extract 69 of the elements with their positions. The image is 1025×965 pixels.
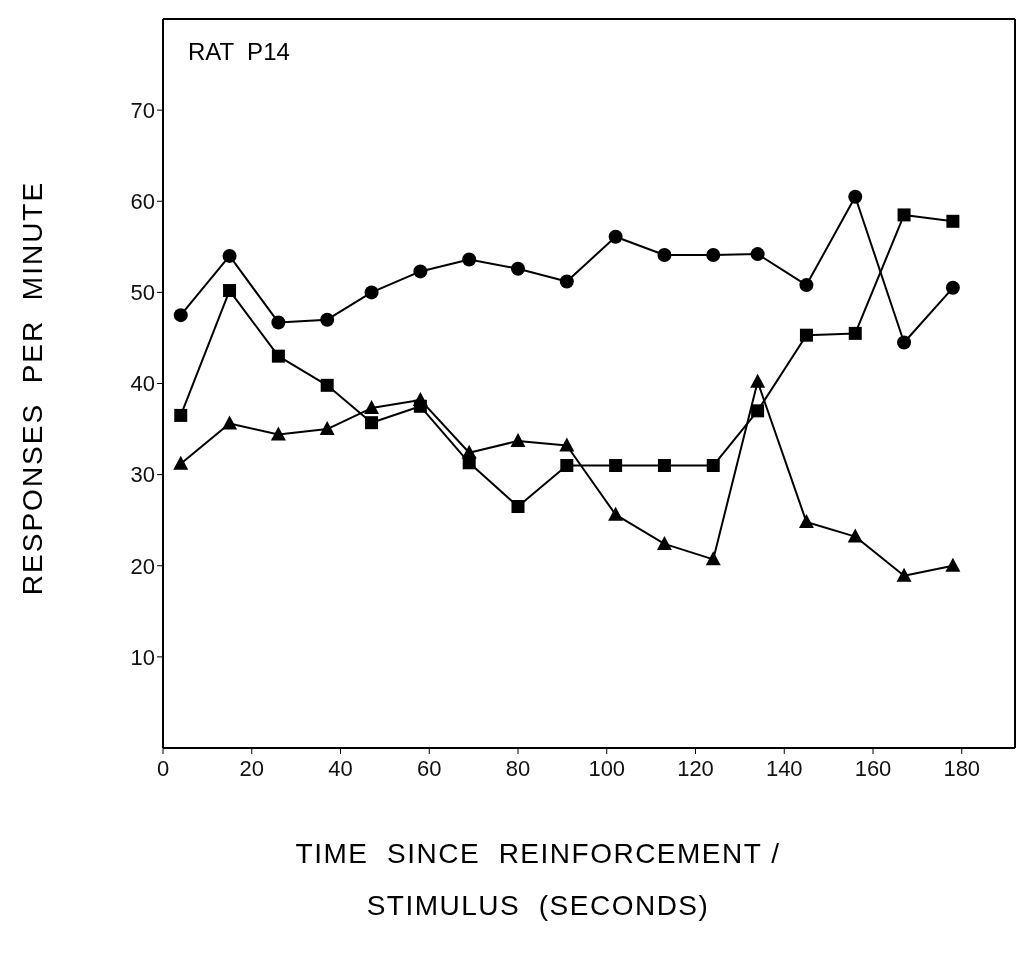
point [320, 378, 334, 392]
point [798, 514, 814, 529]
point [174, 408, 188, 422]
point [511, 500, 525, 514]
point [364, 285, 379, 300]
point [656, 535, 672, 550]
x-tick-label: 40 [328, 755, 353, 781]
point [848, 189, 863, 204]
point [510, 432, 526, 447]
y-tick-label: 40 [130, 371, 155, 397]
point [511, 261, 525, 276]
x-tick-label: 0 [156, 755, 170, 781]
y-tick-label: 50 [130, 280, 155, 306]
point [897, 208, 911, 222]
x-tick-label: 140 [765, 755, 803, 781]
point [609, 459, 623, 473]
point [706, 248, 721, 263]
point [945, 280, 960, 295]
point [413, 264, 428, 279]
point [657, 248, 672, 263]
x-tick-label: 80 [505, 755, 531, 781]
x-tick-label: 180 [943, 755, 981, 781]
point [222, 248, 237, 263]
point [946, 214, 960, 228]
point [848, 326, 862, 340]
point [896, 567, 912, 582]
point [365, 416, 379, 430]
point [222, 415, 238, 430]
point [271, 349, 285, 363]
point [847, 528, 863, 543]
point [364, 400, 380, 415]
x-axis-title: TIME SINCE REINFORCEMENT / STIMULUS (SECONDS) [294, 837, 782, 923]
x-tick-label: 100 [588, 755, 626, 781]
point [412, 391, 428, 406]
x-tick-label: 120 [677, 755, 714, 781]
point [559, 437, 575, 452]
y-tick-label: 60 [130, 189, 155, 215]
point [751, 404, 765, 418]
point [560, 459, 574, 473]
point [173, 308, 188, 323]
y-tick-label: 70 [130, 97, 155, 123]
point [462, 252, 477, 267]
y-tick-label: 10 [130, 644, 155, 670]
point [799, 328, 813, 342]
point [270, 426, 286, 441]
point [608, 229, 623, 244]
point [750, 373, 766, 388]
y-tick-label: 20 [130, 553, 155, 579]
point [706, 459, 720, 473]
point [608, 506, 624, 521]
y-tick-label: 30 [130, 462, 155, 488]
point [173, 455, 189, 470]
x-tick-label: 160 [854, 755, 892, 781]
point [319, 421, 335, 436]
point [750, 247, 765, 262]
point [945, 557, 961, 572]
point [559, 274, 574, 289]
point [320, 312, 335, 327]
point [799, 278, 814, 293]
point [223, 284, 237, 298]
point [657, 459, 671, 473]
point [271, 315, 286, 330]
x-tick-label: 20 [239, 755, 264, 781]
point [705, 551, 721, 566]
point [461, 444, 477, 459]
x-tick-label: 60 [417, 755, 442, 781]
text: RAT P14 [188, 38, 290, 66]
y-axis-title: RESPONSES PER MINUTE [17, 180, 49, 596]
point [897, 335, 912, 350]
